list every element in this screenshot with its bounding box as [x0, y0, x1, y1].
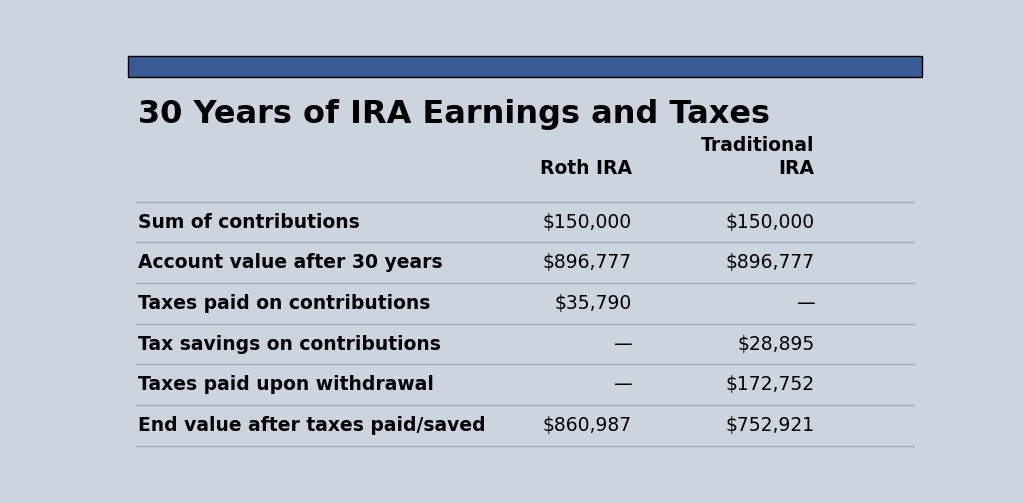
Text: Roth IRA: Roth IRA [540, 159, 632, 179]
Text: $28,895: $28,895 [737, 334, 814, 354]
FancyBboxPatch shape [128, 56, 922, 77]
Text: Taxes paid upon withdrawal: Taxes paid upon withdrawal [138, 375, 434, 394]
Text: —: — [613, 334, 632, 354]
Text: Traditional: Traditional [701, 136, 814, 155]
Text: Account value after 30 years: Account value after 30 years [138, 253, 443, 272]
Text: $172,752: $172,752 [725, 375, 814, 394]
Text: IRA: IRA [778, 159, 814, 179]
Text: $896,777: $896,777 [543, 253, 632, 272]
Text: $150,000: $150,000 [543, 213, 632, 231]
Text: Sum of contributions: Sum of contributions [138, 213, 360, 231]
Text: $35,790: $35,790 [555, 294, 632, 313]
Text: Taxes paid on contributions: Taxes paid on contributions [138, 294, 431, 313]
Text: Tax savings on contributions: Tax savings on contributions [138, 334, 441, 354]
Text: —: — [796, 294, 814, 313]
Text: $896,777: $896,777 [725, 253, 814, 272]
Text: —: — [613, 375, 632, 394]
Text: End value after taxes paid/saved: End value after taxes paid/saved [138, 416, 486, 435]
Text: $860,987: $860,987 [543, 416, 632, 435]
Text: 30 Years of IRA Earnings and Taxes: 30 Years of IRA Earnings and Taxes [138, 99, 770, 130]
Text: $150,000: $150,000 [725, 213, 814, 231]
Text: $752,921: $752,921 [725, 416, 814, 435]
